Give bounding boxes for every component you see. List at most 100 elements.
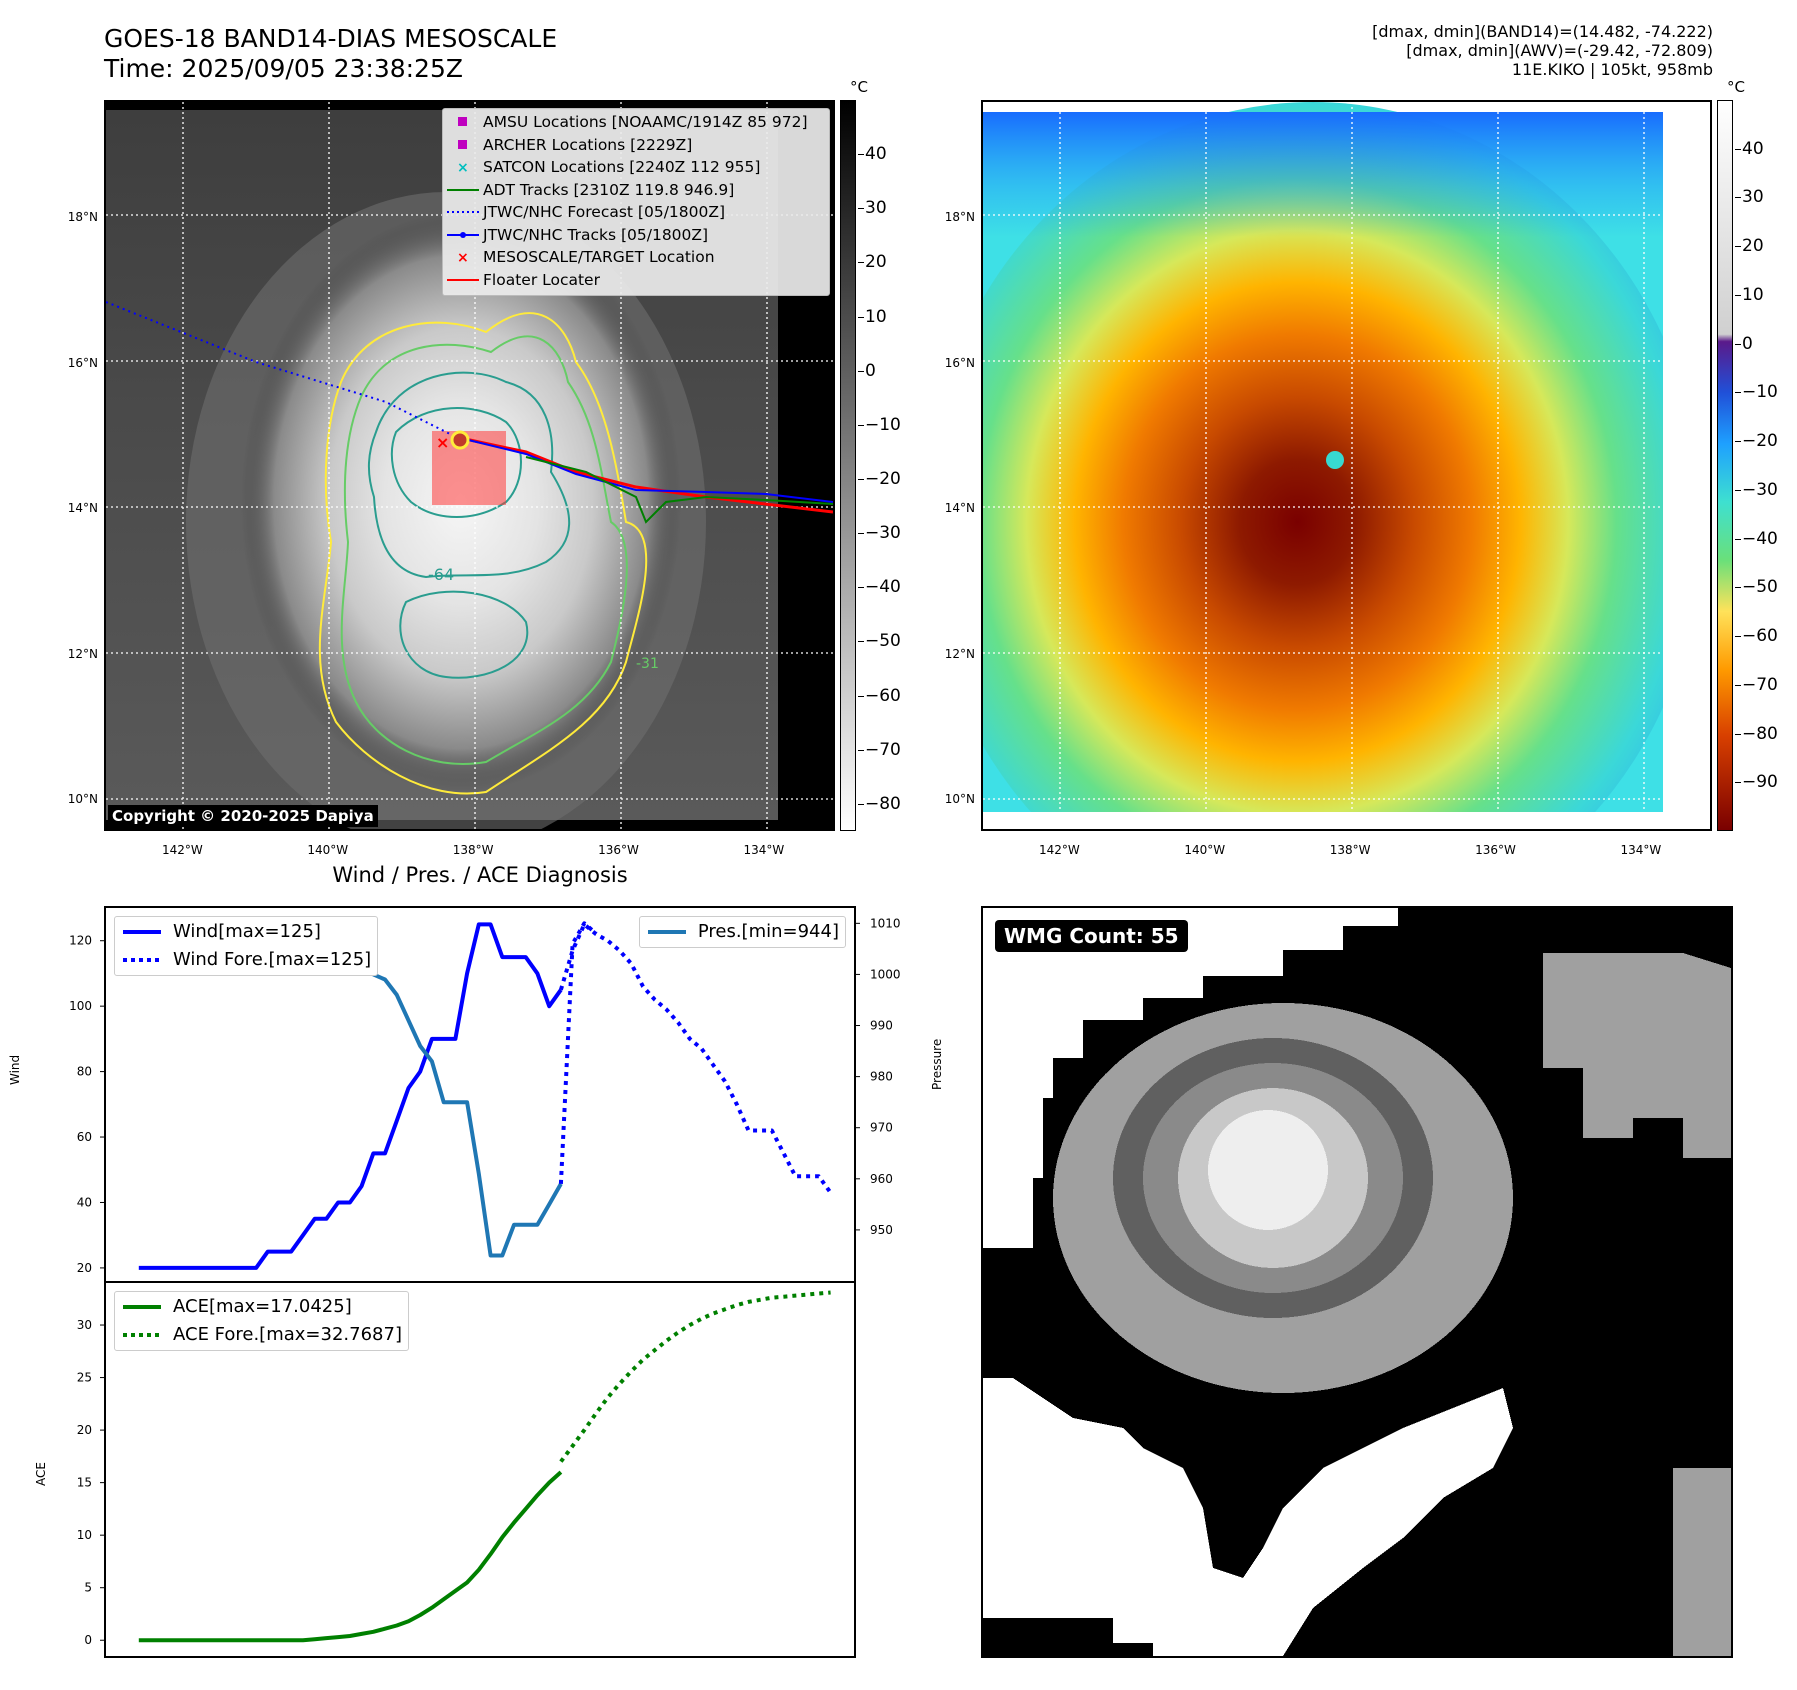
- wmg-gray-bottom-right: [1673, 1468, 1731, 1656]
- storm-center-marker: [450, 430, 470, 450]
- wmg-eye: [1208, 1110, 1328, 1230]
- awv-lon-tick-label: 138°W: [1329, 843, 1371, 857]
- awv-colorbar-tick: [1735, 587, 1741, 589]
- y-tick-label: 15: [77, 1476, 92, 1490]
- y2-tick-label: 950: [870, 1223, 893, 1237]
- ir-colorbar-tick-label: −10: [865, 414, 901, 435]
- legend-line-marker: [447, 188, 479, 191]
- ir-colorbar-tick: [858, 154, 864, 156]
- ir-colorbar: [840, 100, 856, 831]
- awv-colorbar-tick: [1735, 782, 1741, 784]
- awv-graticule: [983, 102, 1710, 829]
- legend-label-mesoscale: MESOSCALE/TARGET Location: [483, 248, 715, 266]
- awv-colorbar-tick: [1735, 733, 1741, 735]
- ir-colorbar-tick-label: −70: [865, 739, 901, 760]
- y-tick-label: 60: [77, 1130, 92, 1144]
- legend-x-marker: ×: [457, 160, 469, 176]
- awv-colorbar-tick: [1735, 441, 1741, 443]
- awv-colorbar-tick-label: −30: [1742, 479, 1778, 500]
- ir-colorbar-tick-label: −20: [865, 469, 901, 490]
- y-tick-label: 40: [77, 1195, 92, 1209]
- ir-colorbar-tick: [858, 424, 864, 426]
- ir-colorbar-tick-label: −60: [865, 685, 901, 706]
- wmg-canvas: [983, 908, 1731, 1656]
- legend-row-adt: ADT Tracks [2310Z 119.8 946.9]: [443, 179, 829, 202]
- ir-colorbar-tick: [858, 370, 864, 372]
- awv-colorbar-tick-label: 20: [1742, 236, 1764, 257]
- jtwc-best-track: [455, 436, 833, 503]
- copyright-notice: Copyright © 2020-2025 Dapiya: [108, 805, 378, 827]
- awv-lat-tick-label: 10°N: [944, 791, 975, 806]
- y2-tick-label: 1010: [870, 916, 901, 930]
- y-tick-label: 30: [77, 1318, 92, 1332]
- legend-dotted-marker: [447, 211, 479, 214]
- legend-row-forecast: JTWC/NHC Forecast [05/1800Z]: [443, 201, 829, 224]
- ir-colorbar-tick: [858, 479, 864, 481]
- ir-lat-tick-label: 12°N: [67, 646, 98, 661]
- y-tick-label: 5: [84, 1581, 92, 1595]
- awv-colorbar-tick-label: −10: [1742, 382, 1778, 403]
- awv-map-panel: [981, 100, 1712, 831]
- legend-square-marker: [458, 117, 467, 127]
- wmg-gray-top-right: [1543, 953, 1731, 1158]
- legend-label-tracks: JTWC/NHC Tracks [05/1800Z]: [483, 225, 709, 244]
- ir-colorbar-tick-label: 40: [865, 144, 887, 165]
- wind-series-line: [138, 922, 563, 1270]
- legend-x-marker: ×: [457, 250, 469, 266]
- legend-row-floater: Floater Locater: [443, 269, 829, 292]
- awv-eye: [1326, 451, 1344, 469]
- wmg-white-mid: [983, 1378, 1513, 1656]
- y-tick-label: 10: [77, 1528, 92, 1542]
- jtwc-forecast-track: [106, 301, 457, 438]
- awv-colorbar-tick: [1735, 197, 1741, 199]
- legend-row-wind: Wind[max=125]: [121, 918, 371, 946]
- ir-lon-tick-label: 134°W: [743, 843, 785, 857]
- awv-colorbar-tick-label: 10: [1742, 284, 1764, 305]
- ir-colorbar-unit: °C: [850, 78, 868, 96]
- legend-row-satcon: × SATCON Locations [2240Z 112 955]: [443, 156, 829, 179]
- ir-colorbar-tick: [858, 316, 864, 318]
- legend-label-wind-forecast: Wind Fore.[max=125]: [173, 949, 372, 970]
- legend-label-wind: Wind[max=125]: [173, 921, 321, 942]
- awv-map-canvas: [983, 102, 1710, 829]
- awv-lat-tick-label: 16°N: [944, 355, 975, 370]
- ir-colorbar-tick: [858, 641, 864, 643]
- wmg-count-badge: WMG Count: 55: [995, 920, 1188, 952]
- awv-lon-tick-label: 142°W: [1038, 843, 1080, 857]
- ir-map-panel: -64 -31 × Copyright © 2020-2025 Dapiya A…: [104, 100, 835, 831]
- ir-colorbar-tick-label: −30: [865, 523, 901, 544]
- legend-solid-line: [123, 1305, 161, 1309]
- ir-colorbar-tick-label: 20: [865, 252, 887, 273]
- awv-lat-tick-label: 12°N: [944, 646, 975, 661]
- ir-lat-tick-label: 14°N: [67, 501, 98, 516]
- ir-colorbar-tick: [858, 587, 864, 589]
- wind-axis-label: Wind: [8, 1054, 22, 1085]
- ir-colorbar-tick: [858, 208, 864, 210]
- ir-colorbar-ticks: 40 30 20 10 0 −10 −20 −30 −40 −50 −60 −70 −80: [858, 100, 918, 831]
- legend-label-adt: ADT Tracks [2310Z 119.8 946.9]: [483, 180, 735, 199]
- ace-chart: 0 5 10 15 20 25 30 ACE[max=17.0425] ACE Fore.[…: [77, 1281, 856, 1658]
- awv-colorbar-tick-label: 30: [1742, 187, 1764, 208]
- awv-colorbar-tick-label: −60: [1742, 626, 1778, 647]
- ir-colorbar-tick-label: 0: [865, 360, 876, 381]
- awv-colorbar-tick-label: −90: [1742, 772, 1778, 793]
- ir-lon-tick-label: 138°W: [452, 843, 494, 857]
- ir-contour-teal-outer: [367, 371, 571, 579]
- wind-chart-title: Wind / Pres. / ACE Diagnosis: [332, 863, 628, 887]
- ir-map-legend: AMSU Locations [NOAAMC/1914Z 85 972] ARC…: [442, 108, 830, 296]
- wmg-black-lower-left: [983, 1618, 1153, 1656]
- ir-contour-teal-south: [399, 590, 529, 679]
- awv-lat-tick-label: 14°N: [944, 501, 975, 516]
- awv-colorbar-tick: [1735, 246, 1741, 248]
- awv-dry-north: [983, 112, 1663, 362]
- awv-lon-tick-label: 140°W: [1184, 843, 1226, 857]
- legend-line-dot-marker: [447, 231, 479, 238]
- y-tick-label: 120: [69, 934, 92, 948]
- legend-square-marker: [458, 139, 467, 149]
- legend-row-amsu: AMSU Locations [NOAAMC/1914Z 85 972]: [443, 111, 829, 134]
- legend-row-ace: ACE[max=17.0425]: [121, 1293, 402, 1321]
- legend-label-archer: ARCHER Locations [2229Z]: [483, 135, 693, 154]
- y-tick-label: 20: [77, 1423, 92, 1437]
- legend-label-ace: ACE[max=17.0425]: [173, 1296, 352, 1317]
- ir-contour-yellow: [318, 312, 648, 795]
